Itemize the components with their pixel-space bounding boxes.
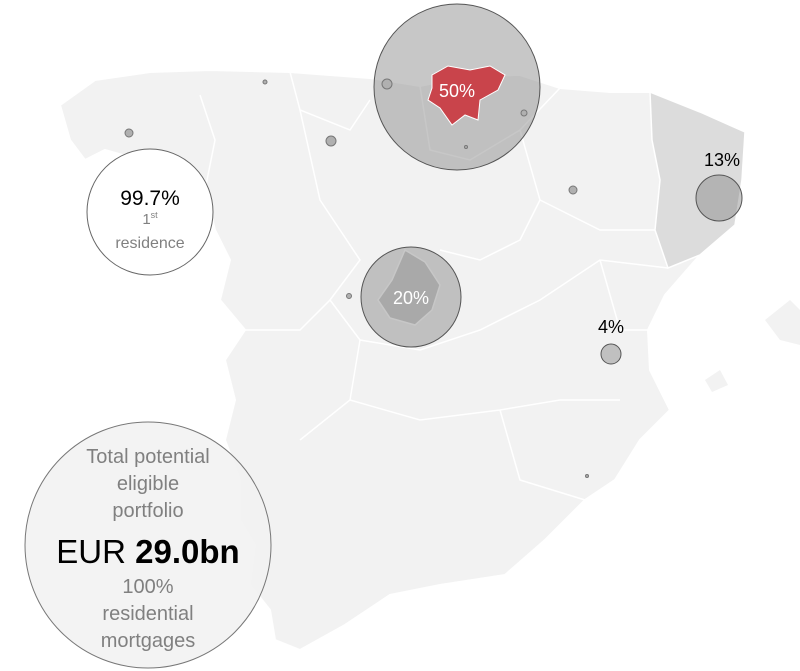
region-bubble (695, 174, 743, 222)
portfolio-circle (24, 421, 272, 669)
currency: EUR (56, 533, 126, 570)
portfolio-line: residential (102, 603, 193, 625)
residence-circle (86, 148, 214, 276)
balearic (705, 370, 728, 392)
balearic (765, 300, 800, 345)
region-bubble (600, 343, 622, 365)
region-bubble (360, 246, 462, 348)
portfolio-line: mortgages (101, 630, 196, 652)
region-label: 50% (439, 81, 475, 101)
catalonia (649, 90, 746, 269)
portfolio-line: 100% (122, 576, 173, 598)
portfolio-line: eligible (117, 473, 179, 495)
portfolio-line: portfolio (112, 500, 183, 522)
region-label: 20% (393, 288, 429, 308)
amount: 29.0bn (135, 533, 240, 570)
residence-value: 99.7% (120, 187, 180, 210)
ordinal-suffix: st (151, 210, 159, 220)
madrid-region (377, 248, 441, 326)
ordinal-number: 1 (142, 211, 150, 228)
region-label: 13% (704, 150, 740, 170)
portfolio-amount: EUR 29.0bn (56, 533, 239, 570)
basque-region (427, 65, 506, 126)
portfolio-line: Total potential (86, 446, 209, 468)
region-label: 4% (598, 317, 624, 337)
residence-ordinal: 1st (142, 210, 158, 228)
residence-text: residence (115, 235, 184, 252)
spacer (126, 533, 135, 570)
region-borders (199, 71, 669, 501)
small-dots (124, 78, 589, 478)
spain-mainland (58, 68, 747, 652)
